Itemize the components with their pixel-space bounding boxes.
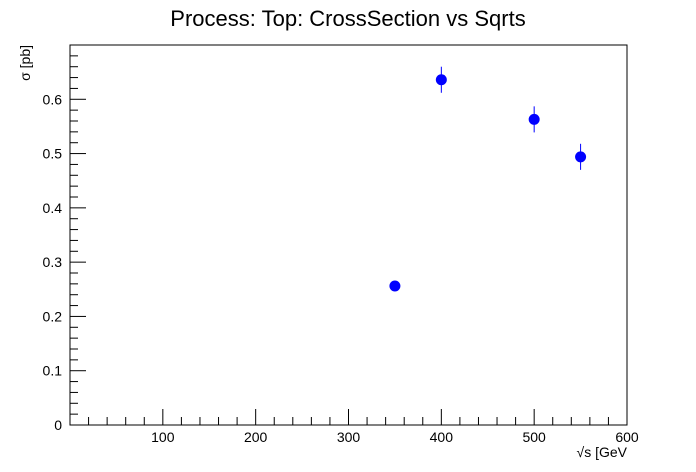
x-tick-label: 400: [430, 429, 454, 445]
y-axis: 0 0.1 0.2 0.3 0.4 0.5 0.6: [43, 44, 86, 433]
x-tick-label: 200: [244, 429, 268, 445]
y-tick-label: 0.6: [43, 91, 63, 107]
data-point: [575, 151, 587, 163]
y-tick-label: 0.5: [43, 146, 63, 162]
y-tick-label: 0.4: [43, 200, 63, 216]
y-tick-label: 0.3: [43, 254, 63, 270]
data-points: [389, 66, 587, 292]
y-axis-title: σ [pb]: [17, 45, 33, 81]
data-point: [435, 74, 447, 86]
data-point: [389, 280, 401, 292]
plot-frame: [69, 44, 628, 426]
x-axis: 100 200 300 400 500 600: [88, 409, 639, 445]
data-point: [528, 113, 540, 125]
x-axis-title: √s [GeV: [577, 444, 628, 460]
x-tick-label: 100: [151, 429, 175, 445]
y-tick-label: 0.1: [43, 363, 63, 379]
chart-title: Process: Top: CrossSection vs Sqrts: [170, 6, 525, 31]
x-tick-label: 600: [615, 429, 639, 445]
y-tick-label: 0: [54, 417, 62, 433]
y-tick-label: 0.2: [43, 308, 63, 324]
x-tick-label: 300: [337, 429, 361, 445]
x-tick-label: 500: [522, 429, 546, 445]
